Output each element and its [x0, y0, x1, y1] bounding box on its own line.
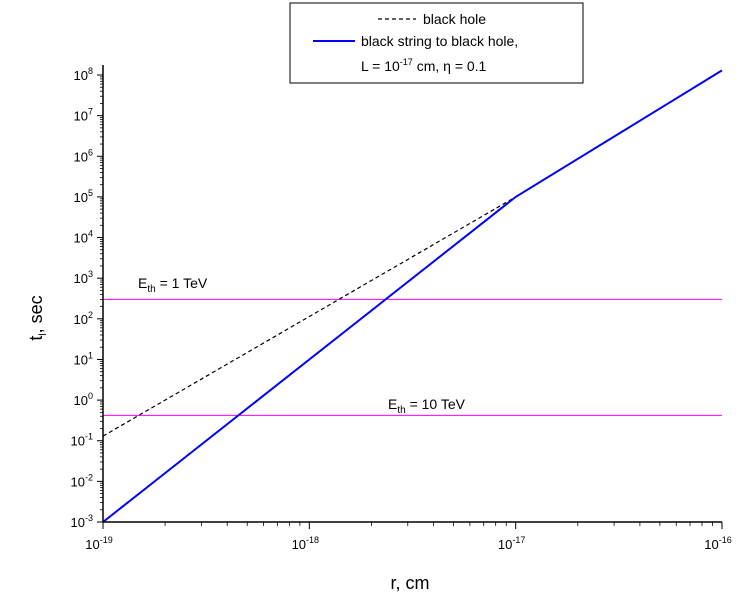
series-black-string [102, 69, 723, 523]
axes [102, 65, 722, 523]
y-tick-label: 104 [74, 229, 93, 246]
x-tick-label: 10-17 [498, 535, 525, 552]
plot-lines [102, 69, 723, 523]
y-tick-label: 10-2 [71, 472, 93, 489]
y-tick-label: 10-1 [71, 432, 93, 449]
x-axis-title: r, cm [391, 573, 430, 593]
legend-label-black-string: black string to black hole, [361, 33, 518, 49]
annotation-10tev: Eth = 10 TeV [388, 396, 466, 416]
legend-box [289, 2, 584, 84]
y-tick-label: 105 [74, 188, 93, 205]
x-tick-label: 10-16 [704, 535, 731, 552]
legend-label-black-hole: black hole [423, 11, 486, 27]
svg-text:tl, sec: tl, sec [26, 295, 49, 340]
y-axis-title: tl, sec [26, 295, 49, 340]
series-black-hole [102, 196, 517, 437]
x-tick-label: 10-18 [292, 535, 319, 552]
legend: black hole black string to black hole, L… [289, 2, 584, 84]
y-tick-label: 102 [74, 310, 93, 327]
y-tick-label: 106 [74, 147, 93, 164]
legend-label-black-string-line2: L = 10-17 cm, η = 0.1 [361, 57, 487, 74]
x-tick-label: 10-19 [85, 535, 112, 552]
y-tick-label: 108 [74, 66, 93, 83]
y-tick-label: 101 [74, 350, 93, 367]
y-tick-label: 103 [74, 269, 93, 286]
y-tick-label: 100 [74, 391, 93, 408]
y-tick-label: 107 [74, 107, 93, 124]
annotation-1tev: Eth = 1 TeV [138, 275, 208, 295]
ticks: 10-3 10-2 10-1 100 101 102 103 104 105 106 107 108 1… [71, 66, 732, 552]
y-tick-label: 10-3 [71, 513, 93, 530]
